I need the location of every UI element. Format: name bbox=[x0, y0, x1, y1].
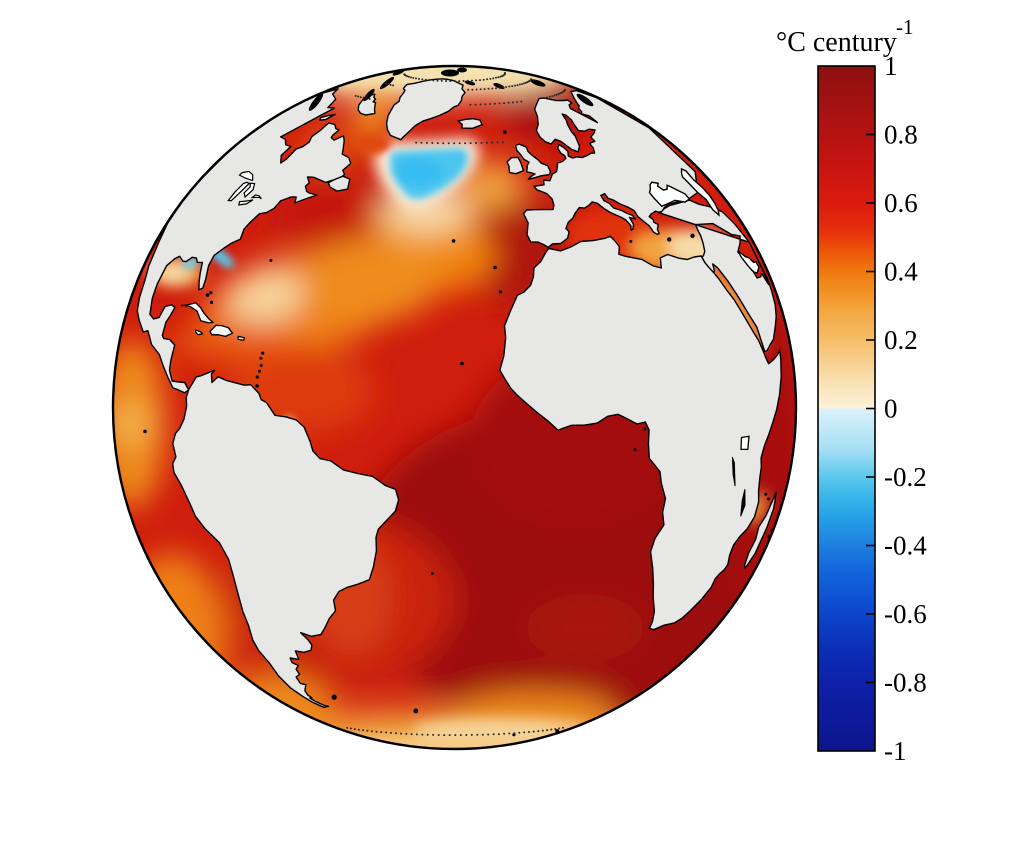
svg-text:0: 0 bbox=[884, 394, 898, 424]
svg-text:0.6: 0.6 bbox=[884, 188, 918, 218]
svg-text:-0.6: -0.6 bbox=[884, 599, 927, 629]
svg-text:1: 1 bbox=[884, 51, 898, 81]
svg-text:0.8: 0.8 bbox=[884, 120, 918, 150]
svg-text:°C century: °C century bbox=[776, 27, 897, 58]
svg-text:0.4: 0.4 bbox=[884, 257, 918, 287]
svg-text:-1: -1 bbox=[896, 15, 914, 39]
svg-text:0.2: 0.2 bbox=[884, 325, 918, 355]
svg-text:-0.2: -0.2 bbox=[884, 462, 927, 492]
svg-text:-0.4: -0.4 bbox=[884, 531, 927, 561]
svg-text:-1: -1 bbox=[884, 736, 907, 766]
svg-text:-0.8: -0.8 bbox=[884, 668, 927, 698]
